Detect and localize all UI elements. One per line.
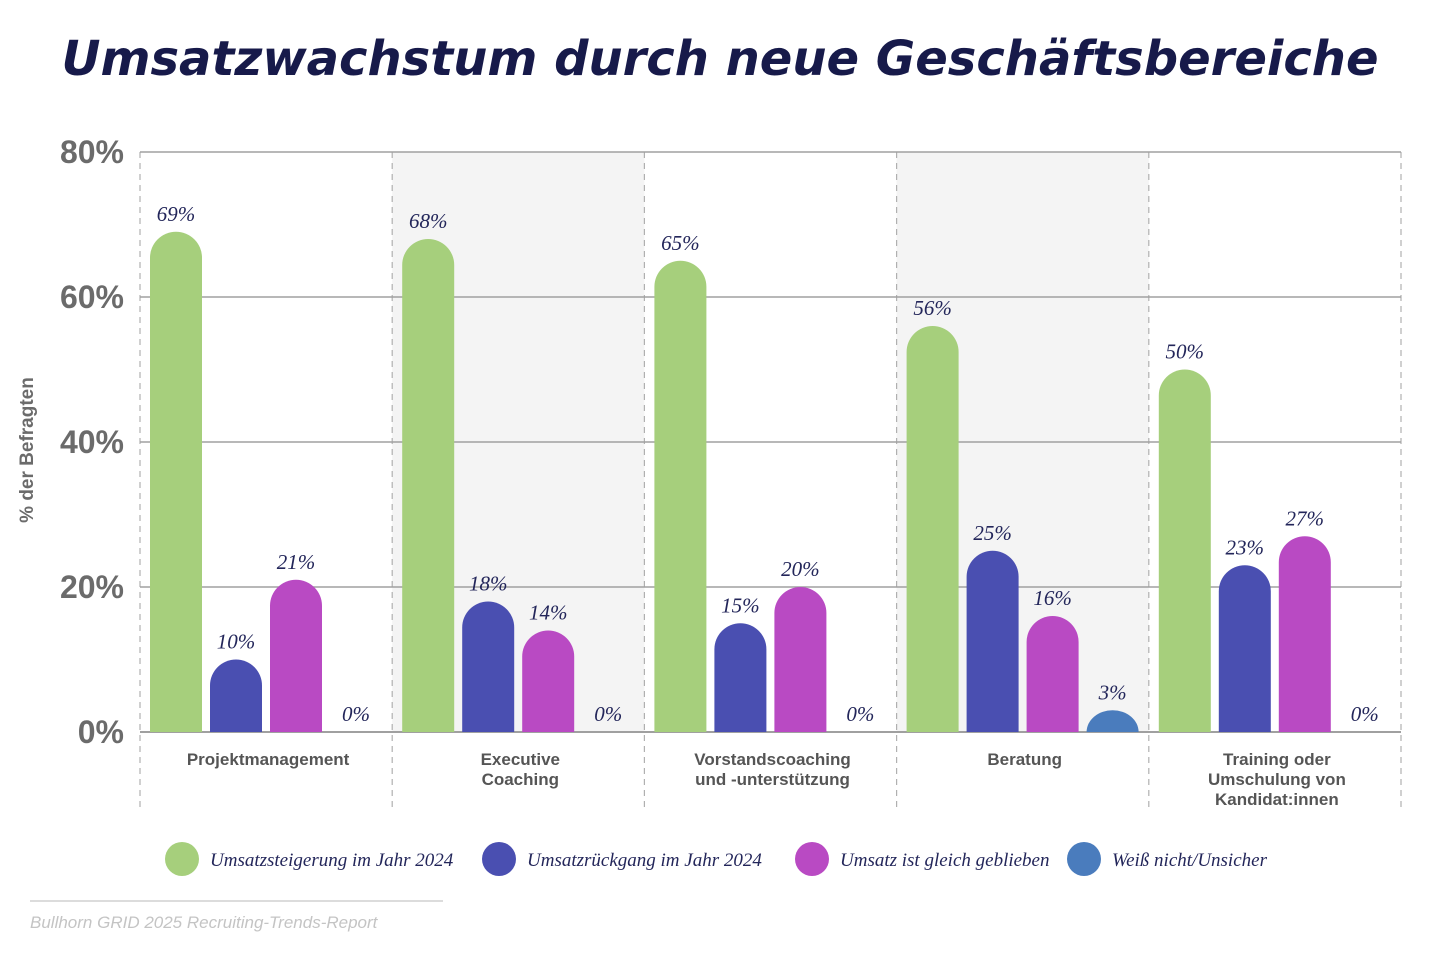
category-label-1: Executive Coaching (481, 750, 560, 789)
data-label-series-2-cat-0: 21% (277, 550, 316, 574)
bar-series-2-cat-0 (270, 579, 322, 732)
legend-swatch-3 (1067, 842, 1101, 876)
legend: Umsatzsteigerung im Jahr 2024 Umsatzrückg… (165, 842, 1268, 876)
data-label-series-0-cat-3: 56% (913, 296, 952, 320)
legend-swatch-2 (795, 842, 829, 876)
y-tick-label: 40% (60, 424, 124, 460)
data-label-series-0-cat-0: 69% (157, 202, 196, 226)
category-label-3: Beratung (987, 750, 1062, 769)
data-label-series-2-cat-3: 16% (1033, 586, 1072, 610)
data-labels: 69% 68% 65% 56% 50% 10% 18% 15% 25% 23% 21% 14% 20% 1… (157, 202, 1379, 726)
bar-series-1-cat-2 (714, 623, 767, 732)
data-label-series-0-cat-1: 68% (409, 209, 448, 233)
legend-swatch-1 (482, 842, 516, 876)
legend-label-3: Weiß nicht/Unsicher (1112, 850, 1268, 871)
legend-label-1: Umsatzrückgang im Jahr 2024 (527, 850, 762, 871)
y-axis-label: % der Befragten (17, 377, 38, 523)
bar-series-0-cat-3 (906, 326, 959, 732)
gridlines (139, 151, 1402, 808)
category-label-2: Vorstandscoaching und -unterstützung (694, 750, 851, 789)
bars (150, 231, 1331, 733)
legend-item-1: Umsatzrückgang im Jahr 2024 (482, 842, 762, 876)
y-tick-label: 0% (78, 714, 124, 750)
bar-series-1-cat-3 (966, 550, 1019, 732)
bar-series-0-cat-1 (402, 239, 455, 733)
data-label-series-1-cat-2: 15% (721, 593, 760, 617)
category-label-0: Projektmanagement (187, 750, 350, 769)
bar-series-1-cat-4 (1218, 565, 1271, 732)
data-label-series-0-cat-4: 50% (1166, 340, 1205, 364)
category-label-4: Training oder Umschulung von Kandidat:inne… (1208, 750, 1346, 809)
y-axis-ticks: 0% 20% 40% 60% 80% (60, 134, 124, 750)
source-note: Bullhorn GRID 2025 Recruiting-Trends-Rep… (30, 913, 379, 932)
bar-series-2-cat-1 (522, 630, 575, 732)
bar-series-1-cat-0 (210, 659, 262, 732)
legend-item-2: Umsatz ist gleich geblieben (795, 842, 1050, 876)
data-label-series-1-cat-3: 25% (973, 521, 1012, 545)
category-labels: Projektmanagement Executive Coaching Vorsta… (187, 750, 1346, 809)
y-tick-label: 60% (60, 279, 124, 315)
data-label-series-1-cat-0: 10% (217, 630, 256, 654)
y-tick-label: 80% (60, 134, 124, 170)
data-label-series-2-cat-4: 27% (1286, 506, 1325, 530)
data-label-series-3-cat-3: 3% (1098, 680, 1127, 704)
data-label-series-3-cat-4: 0% (1351, 702, 1379, 726)
data-label-series-3-cat-2: 0% (846, 702, 874, 726)
legend-label-2: Umsatz ist gleich geblieben (840, 850, 1050, 871)
bar-series-2-cat-4 (1278, 536, 1331, 732)
legend-swatch-0 (165, 842, 199, 876)
y-tick-label: 20% (60, 569, 124, 605)
data-label-series-1-cat-1: 18% (469, 572, 508, 596)
data-label-series-2-cat-1: 14% (529, 601, 568, 625)
data-label-series-2-cat-2: 20% (781, 557, 820, 581)
data-label-series-1-cat-4: 23% (1226, 535, 1265, 559)
legend-item-0: Umsatzsteigerung im Jahr 2024 (165, 842, 454, 876)
legend-item-3: Weiß nicht/Unsicher (1067, 842, 1268, 876)
bar-series-2-cat-2 (774, 587, 827, 732)
bar-series-0-cat-0 (150, 231, 202, 732)
bar-series-0-cat-4 (1158, 369, 1211, 732)
legend-label-0: Umsatzsteigerung im Jahr 2024 (210, 850, 454, 871)
bar-series-2-cat-3 (1026, 616, 1079, 732)
chart-title: Umsatzwachstum durch neue Geschäftsberei… (61, 31, 1378, 87)
data-label-series-3-cat-1: 0% (594, 702, 622, 726)
bar-series-0-cat-2 (654, 260, 707, 732)
bar-series-3-cat-3 (1086, 710, 1139, 732)
data-label-series-3-cat-0: 0% (342, 702, 370, 726)
data-label-series-0-cat-2: 65% (661, 231, 700, 255)
bar-series-1-cat-1 (462, 601, 515, 732)
